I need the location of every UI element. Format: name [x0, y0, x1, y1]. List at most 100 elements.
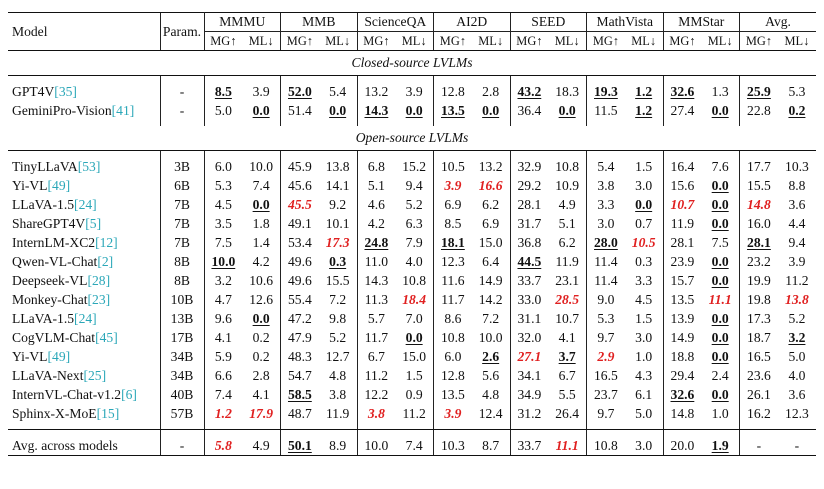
cell-value: 3.3 [597, 197, 615, 212]
mg-value: 49.6 [280, 271, 319, 290]
ml-value: 4.1 [242, 385, 280, 404]
mg-value: 6.0 [433, 347, 472, 366]
header-ml: ML↓ [242, 31, 281, 51]
cell-value: 3.5 [214, 216, 232, 231]
ml-value: 8.7 [471, 436, 511, 456]
mg-value: 34.9 [509, 385, 549, 404]
model-name: GeminiPro-Vision[41] [8, 101, 160, 120]
cell-value: 28.1 [670, 235, 695, 250]
spacer-cell [471, 423, 511, 430]
mg-value: 33.7 [509, 436, 549, 456]
model-name: Avg. across models [8, 436, 160, 456]
citation-link[interactable]: [6] [121, 387, 137, 402]
cell-value: 50.1 [287, 438, 312, 453]
cell-value: 9.2 [329, 197, 347, 212]
ml-value: 3.6 [778, 385, 816, 404]
mg-value: 10.8 [433, 328, 472, 347]
cell-value: 11.2 [364, 368, 389, 383]
param-size: 13B [159, 309, 205, 328]
mg-value: 15.6 [662, 176, 702, 195]
citation-link[interactable]: [2] [97, 254, 114, 269]
citation-link[interactable]: [5] [85, 216, 102, 231]
cell-value: 6.6 [214, 368, 232, 383]
cell-value: 24.8 [364, 235, 389, 250]
mg-value: 16.4 [662, 157, 702, 176]
citation-link[interactable]: [53] [77, 159, 101, 174]
section-title: Closed-source LVLMs [8, 50, 817, 76]
mg-value: 6.7 [356, 347, 396, 366]
ml-value: 10.5 [625, 233, 663, 252]
mg-value: 1.2 [204, 404, 242, 423]
cell-value: 12.8 [440, 368, 465, 383]
cell-value: 17.3 [747, 311, 771, 326]
citation-link[interactable]: [45] [95, 330, 118, 345]
cell-value: 12.6 [249, 292, 274, 307]
cell-value: 6.7 [367, 349, 385, 364]
citation-link[interactable]: [24] [74, 197, 97, 212]
mg-value: 47.9 [280, 328, 319, 347]
cell-value: 36.4 [517, 103, 542, 118]
mg-value: 3.5 [204, 214, 242, 233]
model-label: TinyLLaVA [12, 159, 78, 174]
citation-link[interactable]: [25] [83, 368, 107, 383]
mg-value: 28.1 [662, 233, 702, 252]
cell-value: 7.2 [482, 311, 500, 326]
ml-value: 10.1 [319, 214, 357, 233]
cell-value: 5.3 [788, 84, 806, 99]
cell-value: 4.7 [214, 292, 232, 307]
ml-value: 0.0 [395, 101, 433, 120]
citation-link[interactable]: [24] [74, 311, 97, 326]
cell-value: 51.4 [287, 103, 312, 118]
ml-value: 2.8 [242, 366, 280, 385]
mg-value: 58.5 [280, 385, 319, 404]
cell-value: 6.3 [405, 216, 423, 231]
cell-value: 0.7 [635, 216, 653, 231]
param-size: 34B [159, 347, 205, 366]
ml-value: 5.0 [778, 347, 816, 366]
ml-value: 0.0 [701, 101, 739, 120]
mg-value: 17.7 [739, 157, 778, 176]
mg-value: 18.1 [433, 233, 472, 252]
cell-value: 8.5 [214, 84, 232, 99]
ml-value: 0.0 [625, 195, 663, 214]
cell-value: 1.4 [252, 235, 270, 250]
cell-value: 5.3 [214, 178, 232, 193]
citation-link[interactable]: [23] [87, 292, 111, 307]
header-mg: MG↑ [586, 31, 625, 51]
cell-value: 1.0 [635, 349, 653, 364]
citation-link[interactable]: [49] [47, 349, 71, 364]
cell-value: 3.2 [214, 273, 232, 288]
model-label: Yi-VL [12, 349, 48, 364]
cell-value: 15.0 [402, 349, 427, 364]
cell-value: 7.4 [252, 178, 270, 193]
ml-value: 0.0 [701, 328, 739, 347]
cell-value: 11.4 [594, 254, 618, 269]
table-row: LLaVA-1.5[24] 13B 9.6 0.0 47.2 9.8 5.7 7.0 8.6 7.… [8, 309, 816, 328]
citation-link[interactable]: [41] [111, 103, 135, 118]
cell-value: 10.6 [249, 273, 274, 288]
ml-value: 6.2 [548, 233, 586, 252]
citation-link[interactable]: [12] [95, 235, 118, 250]
ml-value: 4.9 [242, 436, 281, 456]
ml-value: 18.4 [395, 290, 433, 309]
cell-value: 0.0 [711, 254, 729, 269]
cell-value: 34.9 [517, 387, 542, 402]
cell-value: 22.8 [747, 103, 771, 118]
cell-value: 52.0 [287, 84, 312, 99]
mg-value: 33.0 [509, 290, 549, 309]
mg-value: 14.8 [739, 195, 778, 214]
spacer-cell [739, 150, 778, 157]
mg-value: 4.6 [356, 195, 396, 214]
citation-link[interactable]: [28] [87, 273, 111, 288]
citation-link[interactable]: [15] [96, 406, 120, 421]
cell-value: 18.1 [440, 235, 465, 250]
cell-value: 5.4 [597, 159, 615, 174]
ml-value: 16.6 [472, 176, 510, 195]
citation-link[interactable]: [35] [54, 84, 77, 99]
cell-value: 10.0 [364, 438, 389, 453]
cell-value: 33.7 [517, 438, 542, 453]
ml-value: 3.9 [778, 252, 816, 271]
model-label: Sphinx-X-MoE [12, 406, 97, 421]
citation-link[interactable]: [49] [47, 178, 71, 193]
mg-value: 3.8 [586, 176, 625, 195]
